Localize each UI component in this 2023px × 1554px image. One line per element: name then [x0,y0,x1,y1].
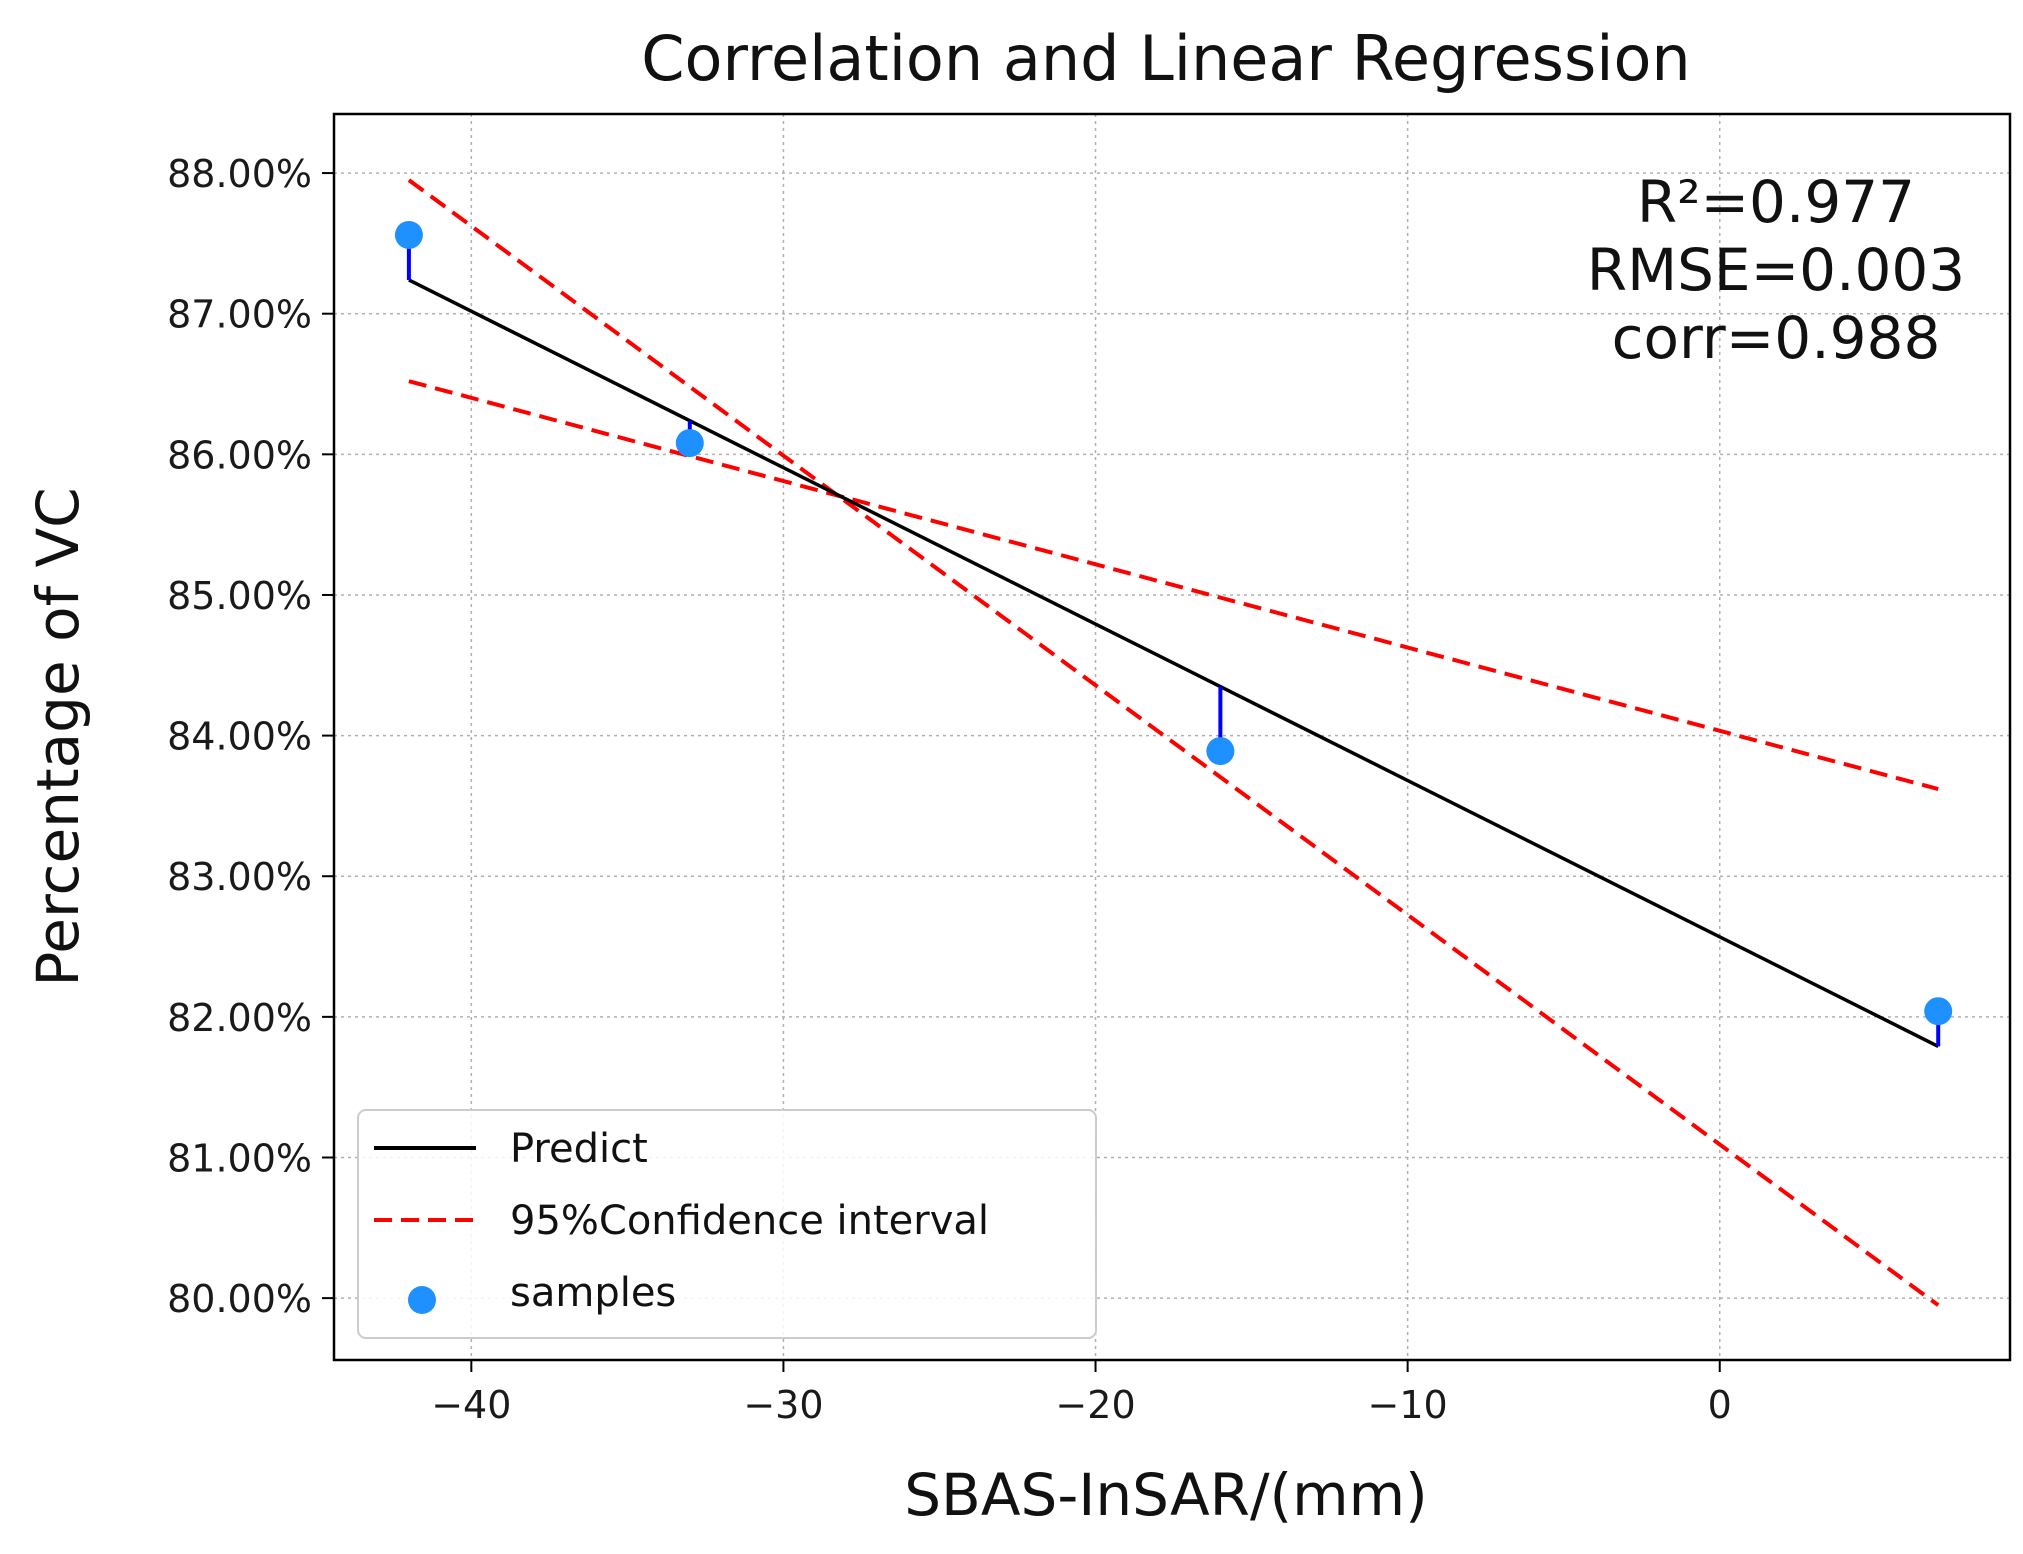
y-tick-label: 80.00% [167,1277,312,1321]
chart-title: Correlation and Linear Regression [641,22,1690,95]
y-tick-label: 85.00% [167,574,312,618]
y-tick-label: 82.00% [167,996,312,1040]
y-tick-label: 81.00% [167,1136,312,1180]
legend-ci-label: 95%Confidence interval [510,1198,989,1244]
stat-rmse: RMSE=0.003 [1587,236,1965,304]
x-axis-ticks: −40 −30 −20 −10 0 [431,1360,1732,1427]
x-tick-label: 0 [1708,1383,1732,1427]
predict-line [408,278,1940,1048]
sample-point [1206,737,1235,766]
stat-r2: R²=0.977 [1637,168,1915,236]
legend: Predict 95%Confidence interval samples [357,1109,1097,1339]
sample-point [1924,997,1953,1026]
y-tick-label: 86.00% [167,433,312,477]
sample-point [394,220,423,249]
ci-upper-line [407,178,1940,1307]
plot-frame [332,112,2012,1362]
y-axis-label: Percentage of VC [24,487,92,986]
stat-corr: corr=0.988 [1612,304,1941,372]
confidence-interval-lines [407,178,1940,1307]
legend-samples-label: samples [510,1270,676,1316]
predict-line-group [408,278,1940,1048]
x-axis-label: SBAS-InSAR/(mm) [904,1461,1428,1529]
y-tick-label: 84.00% [167,715,312,759]
y-tick-label: 83.00% [167,855,312,899]
ci-lower-line [408,379,1939,791]
x-tick-label: −20 [1055,1383,1135,1427]
x-tick-label: −30 [743,1383,823,1427]
x-tick-label: −10 [1368,1383,1448,1427]
stats-annotation: R²=0.977 RMSE=0.003 corr=0.988 [1587,168,1965,372]
y-tick-label: 87.00% [167,293,312,337]
legend-box [357,1109,1097,1339]
sample-point [675,429,704,458]
legend-samples-swatch [408,1286,436,1314]
y-axis-ticks: 80.00% 81.00% 82.00% 83.00% 84.00% 85.00% 86.0… [167,152,334,1321]
sample-points [394,220,1953,1026]
x-tick-label: −40 [431,1383,511,1427]
y-tick-label: 88.00% [167,152,312,196]
legend-predict-label: Predict [510,1126,648,1172]
